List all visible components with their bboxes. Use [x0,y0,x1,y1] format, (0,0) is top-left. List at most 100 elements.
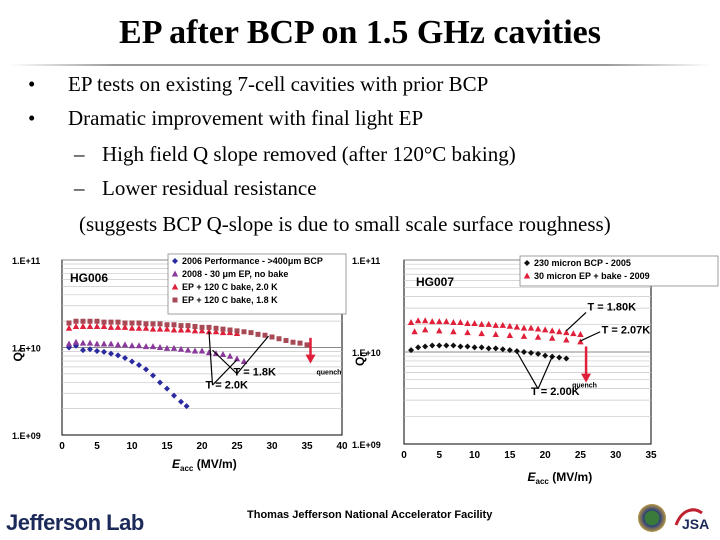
data-point [577,331,584,338]
data-point [499,321,506,328]
x-tick-label: 20 [540,450,552,461]
data-point [177,345,185,352]
data-point [513,348,520,355]
quench-label: quench [572,383,597,390]
bullet-text: EP tests on existing 7-cell cavities wit… [68,72,489,96]
data-point [129,320,135,326]
quench-arrowhead [581,373,592,383]
data-point [212,328,220,335]
cavity-label: HG007 [416,275,454,289]
svg-text:JSA: JSA [682,516,709,532]
data-point [450,328,457,335]
legend: 2006 Performance - >400μm BCP 2008 - 30 μ… [167,253,347,315]
data-point [506,322,514,329]
data-point [164,385,170,392]
x-tick-label: 30 [610,450,622,461]
data-point [73,318,79,324]
data-point [527,324,535,331]
x-tick-label: 5 [437,450,443,461]
data-point [86,323,94,329]
x-tick-label: 40 [336,441,348,452]
slide-title: EP after BCP on 1.5 GHz cavities [119,14,601,51]
data-point [457,319,464,326]
y-axis-label: Q0 [11,347,27,361]
charts-area: 1.E+09 1.E+10 1.E+11 0 5 10 15 20 25 30 35 40 Eacc (… [0,248,720,508]
legend-entry: 230 micron BCP - 2005 [534,258,631,268]
data-point [100,340,108,347]
temperature-annotation: T = 2.0K [206,380,249,392]
data-point [421,317,429,324]
data-point [297,340,303,346]
x-axis-label: Eacc (MV/m) [528,470,593,486]
temperature-annotation: T = 1.80K [587,302,636,314]
data-point [541,326,549,333]
data-point [157,321,163,327]
data-point [408,347,415,354]
temperature-annotation: T = 2.00K [531,386,580,398]
data-point [407,319,415,326]
data-point [471,344,478,351]
data-point [115,319,121,325]
data-point [534,333,542,340]
data-point [219,329,227,336]
data-point [79,339,87,346]
y-tick-label: 1.E+10 [352,348,381,358]
data-point [172,258,178,264]
data-point [450,319,457,326]
data-point [107,340,115,347]
data-point [86,339,94,346]
data-point [157,379,163,386]
data-point [93,340,101,347]
x-tick-label: 15 [504,450,516,461]
data-point [72,338,80,345]
legend-box [519,255,719,287]
data-point [436,342,443,349]
data-point [535,350,542,357]
x-tick-label: 0 [401,450,407,461]
data-point [464,343,471,350]
x-tick-label: 10 [126,441,138,452]
data-point [108,350,114,357]
data-point [191,327,199,334]
data-point [429,342,436,349]
data-point [72,323,80,329]
data-point [150,372,156,379]
title-divider [10,64,710,66]
data-point [65,340,73,347]
data-series [65,323,241,336]
data-point [136,362,142,368]
data-point [450,342,457,349]
data-point [198,327,206,334]
data-point [255,331,261,337]
legend-entry: EP + 120 C bake, 1.8 K [182,295,278,305]
data-series [407,317,584,345]
quench-label: quench [317,370,342,377]
data-point [171,322,177,328]
data-series [408,342,570,362]
data-point [219,351,227,357]
data-point [524,260,530,266]
annotation-pointer [212,349,238,375]
data-point [171,392,177,399]
data-point [226,352,234,359]
x-tick-label: 35 [301,441,313,452]
data-point [464,329,471,336]
temperature-annotation: T = 1.8K [234,367,277,379]
data-point [234,328,240,334]
data-point [128,324,136,331]
legend-entry: 2008 - 30 μm EP, no bake [182,269,288,279]
data-point [184,326,192,333]
data-point [142,343,150,350]
data-point [478,330,485,337]
data-point [520,324,528,331]
data-point [478,320,485,327]
data-point [205,328,213,335]
legend-entry: 30 micron EP + bake - 2009 [534,271,650,281]
data-point [429,318,436,325]
data-point [198,347,206,354]
sub-bullet-marker: – [74,176,85,200]
x-tick-label: 30 [266,441,278,452]
data-point [163,325,171,332]
x-tick-label: 10 [469,450,481,461]
data-point [492,345,499,352]
